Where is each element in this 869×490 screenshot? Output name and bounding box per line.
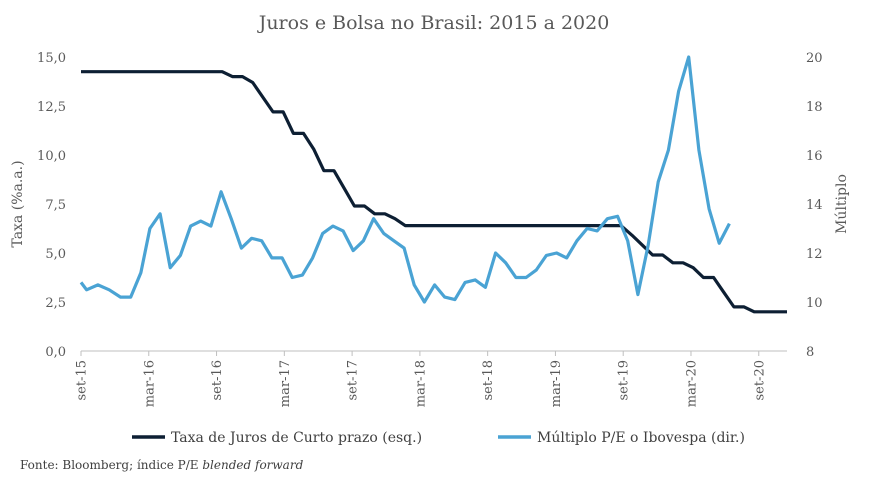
source-text: Fonte: Bloomberg; índice P/E — [20, 458, 203, 472]
source-italic: blended forward — [202, 458, 304, 472]
y-right-tick-label: 16 — [806, 149, 823, 164]
x-tick-label: set-20 — [752, 360, 767, 401]
series-line-2 — [79, 55, 731, 304]
y-left-tick-label: 12,5 — [37, 100, 66, 115]
chart-title: Juros e Bolsa no Brasil: 2015 a 2020 — [257, 12, 610, 34]
y-right-tick-label: 8 — [806, 345, 814, 360]
x-tick-label: set-17 — [346, 360, 361, 401]
x-tick-label: set-16 — [210, 360, 225, 401]
x-tick-label: set-19 — [617, 360, 632, 401]
series-line-1 — [81, 70, 787, 314]
y-axis-right-title: Múltiplo — [834, 174, 850, 234]
x-tick-label: mar-16 — [142, 360, 157, 407]
y-right-tick-label: 10 — [806, 296, 823, 311]
y-left-tick-label: 15,0 — [37, 51, 66, 66]
y-left-tick-label: 10,0 — [37, 149, 66, 164]
y-left-tick-label: 7,5 — [45, 198, 66, 213]
x-tick-label: mar-19 — [549, 360, 564, 407]
y-axis-left-title: Taxa (%a.a.) — [10, 160, 26, 247]
x-tick-label: mar-17 — [278, 360, 293, 407]
y-right-tick-label: 18 — [806, 100, 823, 115]
x-tick-label: set-15 — [75, 360, 90, 401]
y-right-tick-label: 12 — [806, 247, 823, 262]
legend-label-1: Taxa de Juros de Curto prazo (esq.) — [171, 430, 422, 446]
legend-label-2: Múltiplo P/E o Ibovespa (dir.) — [537, 430, 745, 446]
y-right-tick-label: 14 — [806, 198, 823, 213]
x-tick-label: mar-20 — [684, 360, 699, 407]
series-layer — [79, 55, 787, 314]
legend: Taxa de Juros de Curto prazo (esq.) Múlti… — [132, 430, 745, 446]
source-note: Fonte: Bloomberg; índice P/E blended for… — [20, 458, 303, 472]
x-tick-label: mar-18 — [413, 360, 428, 407]
x-tick-label: set-18 — [481, 360, 496, 401]
y-right-tick-label: 20 — [806, 51, 823, 66]
y-left-tick-label: 5,0 — [45, 247, 66, 262]
y-left-tick-label: 2,5 — [45, 296, 66, 311]
y-left-tick-label: 0,0 — [45, 345, 66, 360]
axes: 0,0 2,5 5,0 7,5 10,0 12,5 15,0 8 10 12 14 16 18 20 set… — [37, 51, 823, 407]
